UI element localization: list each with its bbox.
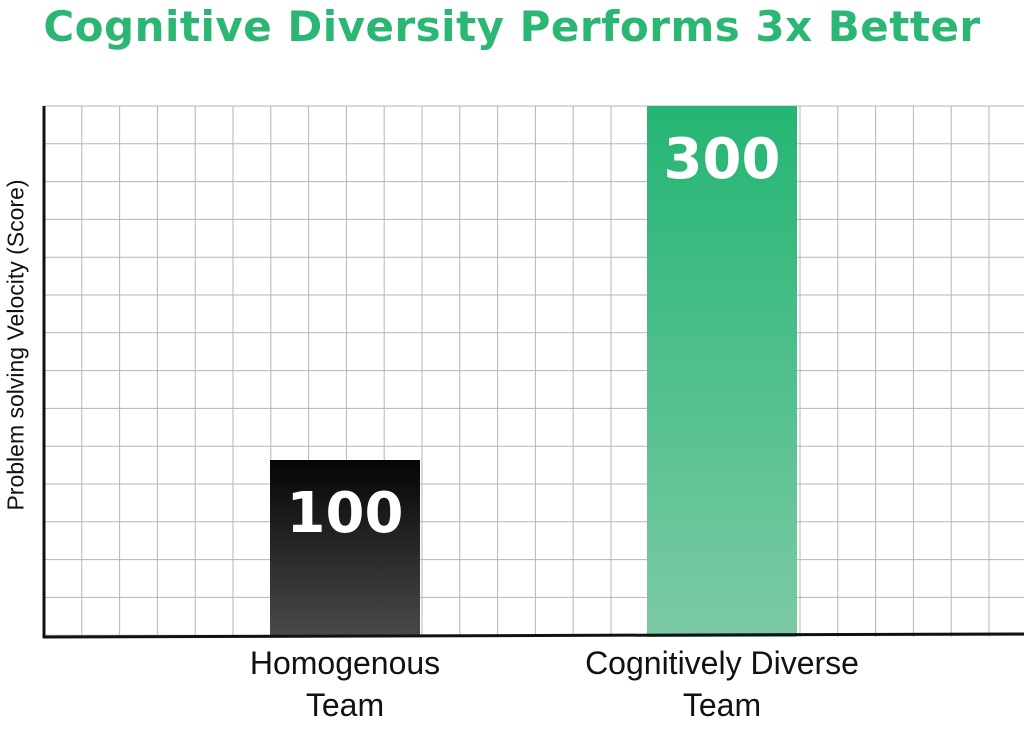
axes	[42, 106, 1024, 639]
labels: 100 Homogenous Team 300 Cognitively Diverse T…	[250, 127, 859, 723]
x-tick-label-1-line-1: Homogenous	[250, 645, 440, 681]
x-tick-label-1-line-2: Team	[306, 687, 384, 723]
data-label-2: 300	[664, 127, 781, 192]
data-label-1: 100	[287, 481, 404, 546]
bar-1	[270, 460, 420, 637]
bars	[270, 106, 797, 637]
chart-title: Cognitive Diversity Performs 3x Better	[43, 2, 981, 51]
x-tick-label-2-line-2: Team	[683, 687, 761, 723]
grid-lines	[44, 105, 1024, 637]
x-axis-line	[42, 632, 1024, 639]
bar-2	[647, 106, 797, 637]
x-tick-label-2-line-1: Cognitively Diverse	[585, 645, 859, 681]
